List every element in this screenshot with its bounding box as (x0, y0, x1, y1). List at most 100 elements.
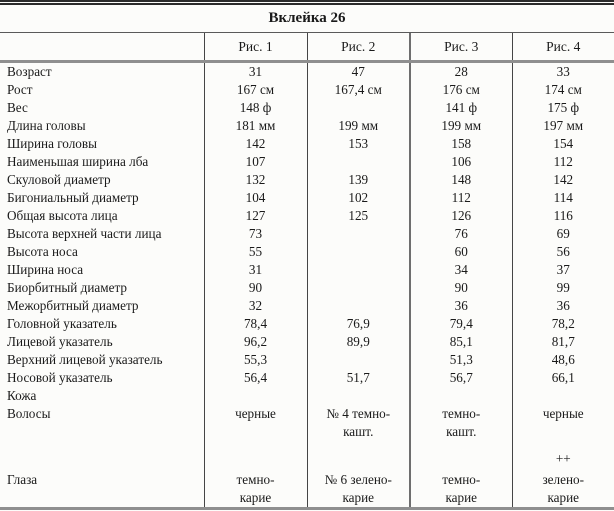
cell-value: 126 (409, 207, 512, 225)
measurements-table: Рис. 1 Рис. 2 Рис. 3 Рис. 4 Возраст 31 47 2… (0, 33, 614, 510)
cell-value: 47 (306, 61, 410, 81)
cell-value: 66,1 (511, 369, 614, 387)
cell-value: 51,7 (306, 369, 410, 387)
cell-value: 60 (409, 243, 512, 261)
cell-value: 31 (203, 261, 307, 279)
cell-value: 34 (409, 261, 512, 279)
row-label: Скуловой диаметр (7, 172, 111, 187)
cell-value: 56,4 (203, 369, 307, 387)
cell-value: 112 (409, 189, 512, 207)
cell-value (306, 99, 410, 117)
row-label: Лицевой указатель (7, 334, 113, 349)
cell-value: 106 (409, 153, 512, 171)
table-row: Глаза темно- карие № 6 зелено- карие темно-… (0, 471, 614, 510)
cell-value (306, 225, 410, 243)
table-row: Межорбитный диаметр 32 36 36 (0, 297, 614, 315)
cell-value: 36 (511, 297, 614, 315)
cell-value: 127 (203, 207, 307, 225)
cell-value: темно- карие (409, 471, 512, 510)
cell-value: 73 (203, 225, 307, 243)
cell-value: № 6 зелено- карие (306, 471, 410, 510)
cell-value: 85,1 (409, 333, 512, 351)
cell-value: 55 (203, 243, 307, 261)
row-label: Головной указатель (7, 316, 117, 331)
cell-value: 142 (511, 171, 614, 189)
row-label: Вес (7, 100, 28, 115)
cell-value: 114 (511, 189, 614, 207)
header-row: Рис. 1 Рис. 2 Рис. 3 Рис. 4 (0, 33, 614, 63)
table-row: Вес 148 ф 141 ф 175 ф (0, 99, 614, 117)
cell-value (306, 243, 410, 261)
cell-value: 102 (306, 189, 410, 207)
table-row: ++ (0, 441, 614, 471)
cell-value: 148 (409, 171, 512, 189)
row-label: Носовой указатель (7, 370, 113, 385)
cell-value: черные (203, 405, 307, 441)
cell-value: 90 (203, 279, 307, 297)
cell-value: зелено- карие (511, 471, 614, 510)
cell-value: 199 мм (409, 117, 512, 135)
cell-value (306, 297, 410, 315)
cell-value (511, 387, 614, 405)
row-label: Биорбитный диаметр (7, 280, 127, 295)
row-label: Ширина головы (7, 136, 97, 151)
cell-value: 107 (203, 153, 307, 171)
cell-value: 31 (203, 61, 307, 81)
cell-value: 139 (306, 171, 410, 189)
cell-value: 197 мм (511, 117, 614, 135)
row-label: Рост (7, 82, 33, 97)
table-row: Верхний лицевой указатель 55,3 51,3 48,6 (0, 351, 614, 369)
cell-value (306, 351, 410, 369)
row-label: Волосы (7, 406, 51, 421)
cell-value (203, 387, 307, 405)
cell-value: ++ (511, 441, 614, 471)
cell-value (306, 441, 410, 471)
table-row: Кожа (0, 387, 614, 405)
cell-value: темно- кашт. (409, 405, 512, 441)
header-cell-fig3: Рис. 3 (409, 33, 512, 63)
cell-value: 28 (409, 61, 512, 81)
header-cell-empty (0, 33, 204, 63)
cell-value: 174 см (511, 81, 614, 99)
cell-value: 181 мм (203, 117, 307, 135)
table-row: Носовой указатель 56,4 51,7 56,7 66,1 (0, 369, 614, 387)
cell-value (306, 279, 410, 297)
cell-value: 154 (511, 135, 614, 153)
cell-value: 125 (306, 207, 410, 225)
row-label: Верхний лицевой указатель (7, 352, 163, 367)
table-row: Биорбитный диаметр 90 90 99 (0, 279, 614, 297)
cell-value: 78,4 (203, 315, 307, 333)
table-row: Ширина головы 142 153 158 154 (0, 135, 614, 153)
table-row: Рост 167 см 167,4 см 176 см 174 см (0, 81, 614, 99)
table-row: Бигониальный диаметр 104 102 112 114 (0, 189, 614, 207)
cell-value: 167,4 см (306, 81, 410, 99)
table-row: Высота носа 55 60 56 (0, 243, 614, 261)
cell-value: 90 (409, 279, 512, 297)
cell-value: 112 (511, 153, 614, 171)
table-row: Волосы черные № 4 темно- кашт. темно- кашт.… (0, 405, 614, 441)
table-row: Головной указатель 78,4 76,9 79,4 78,2 (0, 315, 614, 333)
cell-value: 36 (409, 297, 512, 315)
table-row: Лицевой указатель 96,2 89,9 85,1 81,7 (0, 333, 614, 351)
cell-value: 141 ф (409, 99, 512, 117)
cell-value: 32 (203, 297, 307, 315)
row-label: Высота носа (7, 244, 78, 259)
cell-value: 158 (409, 135, 512, 153)
table-row: Длина головы 181 мм 199 мм 199 мм 197 мм (0, 117, 614, 135)
cell-value: черные (511, 405, 614, 441)
row-label: Наименьшая ширина лба (7, 154, 149, 169)
row-label: Ширина носа (7, 262, 84, 277)
cell-value: 167 см (203, 81, 307, 99)
cell-value: 51,3 (409, 351, 512, 369)
cell-value: 89,9 (306, 333, 410, 351)
row-label: Общая высота лица (7, 208, 118, 223)
cell-value: 69 (511, 225, 614, 243)
cell-value: 81,7 (511, 333, 614, 351)
cell-value (203, 441, 307, 471)
cell-value: 76,9 (306, 315, 410, 333)
row-label: Высота верхней части лица (7, 226, 162, 241)
table-row: Возраст 31 47 28 33 (0, 61, 614, 81)
cell-value: 175 ф (511, 99, 614, 117)
cell-value: 79,4 (409, 315, 512, 333)
